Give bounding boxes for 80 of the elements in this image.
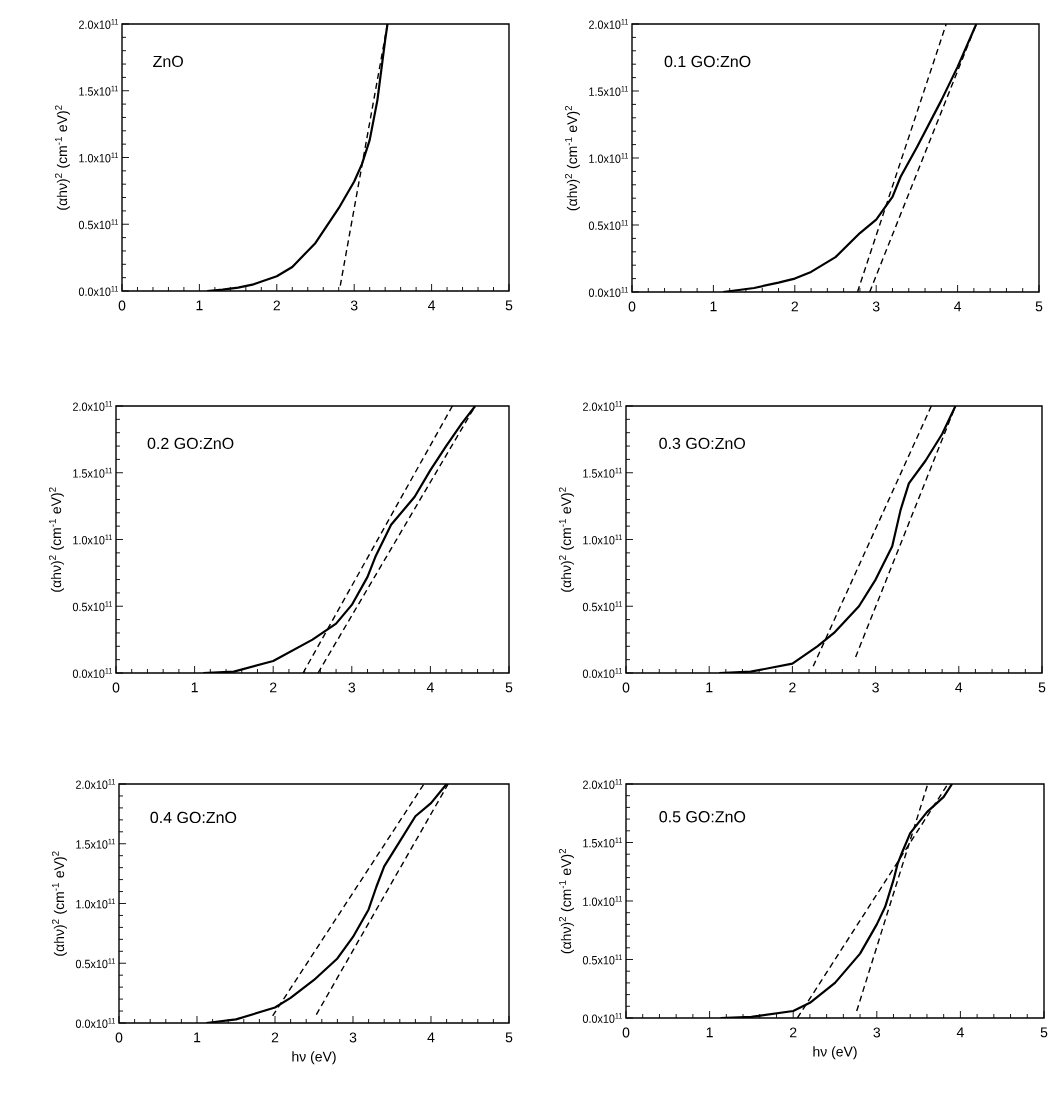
- y-axis-title: (αhν)$^{2}$ (cm$^{-1}$ eV)$^{2}$: [48, 487, 64, 592]
- y-tick-label: 2.0x10$^{11}$: [76, 779, 116, 789]
- x-tick-label: 1: [706, 682, 713, 693]
- y-tick-label: 1.0x10$^{11}$: [583, 896, 623, 906]
- y-tick-label: 0.0x10$^{11}$: [588, 287, 629, 297]
- y-tick-label: 0.0x10$^{11}$: [75, 1018, 116, 1028]
- x-tick-label: 2: [270, 682, 277, 693]
- x-tick-label: 4: [428, 300, 436, 311]
- y-tick-label: 2.0x10$^{11}$: [583, 401, 623, 411]
- x-tick-label: 2: [791, 301, 798, 312]
- x-tick-label: 4: [427, 1032, 435, 1043]
- x-tick-label: 1: [194, 1032, 201, 1043]
- x-tick-label: 3: [350, 300, 358, 311]
- x-tick-label: 5: [505, 1032, 513, 1043]
- x-tick-label: 4: [956, 1027, 964, 1038]
- x-tick-label: 2: [789, 682, 796, 693]
- y-tick-label: 0.5x10$^{11}$: [75, 958, 116, 969]
- x-tick-label: 5: [505, 682, 513, 693]
- y-axis-title: (αhν)$^{2}$ (cm$^{-1}$ eV)$^{2}$: [51, 851, 67, 956]
- y-tick-label: 0.5x10$^{11}$: [72, 601, 113, 612]
- x-tick-label: 3: [349, 1032, 357, 1043]
- x-tick-label: 1: [710, 301, 717, 312]
- y-tick-label: 1.0x10$^{11}$: [589, 153, 629, 163]
- y-tick-label: 2.0x10$^{11}$: [73, 401, 113, 411]
- y-tick-label: 2.0x10$^{11}$: [79, 19, 119, 29]
- x-tick-label: 4: [954, 301, 962, 312]
- y-tick-label: 0.0x10$^{11}$: [582, 1013, 623, 1023]
- x-tick-label: 5: [1035, 301, 1043, 312]
- y-tick-label: 0.0x10$^{11}$: [72, 668, 113, 678]
- y-axis-title: (αhν)$^{2}$ (cm$^{-1}$ eV)$^{2}$: [54, 105, 70, 210]
- y-axis-title: (αhν)$^{2}$ (cm$^{-1}$ eV)$^{2}$: [564, 105, 580, 211]
- x-tick-label: 1: [196, 300, 203, 311]
- x-tick-label: 0: [628, 301, 636, 312]
- x-axis-title: hν (eV): [292, 1051, 336, 1065]
- y-tick-label: 2.0x10$^{11}$: [589, 19, 629, 29]
- y-tick-label: 0.5x10$^{11}$: [78, 219, 119, 230]
- x-tick-label: 0: [622, 682, 630, 693]
- y-tick-label: 2.0x10$^{11}$: [583, 779, 623, 789]
- y-tick-label: 0.5x10$^{11}$: [582, 954, 623, 965]
- text: 0.1 GO:ZnO: [664, 55, 751, 68]
- y-tick-label: 1.0x10$^{11}$: [79, 152, 119, 163]
- y-tick-label: 1.5x10$^{11}$: [583, 467, 623, 478]
- y-tick-label: 0.0x10$^{11}$: [582, 668, 623, 678]
- y-tick-label: 1.5x10$^{11}$: [73, 467, 113, 478]
- y-tick-label: 1.5x10$^{11}$: [589, 86, 629, 96]
- y-tick-label: 0.5x10$^{11}$: [582, 601, 623, 612]
- y-tick-label: 0.0x10$^{11}$: [78, 286, 119, 296]
- y-tick-label: 1.5x10$^{11}$: [583, 837, 623, 848]
- y-axis-title: (αhν)$^{2}$ (cm$^{-1}$ eV)$^{2}$: [558, 848, 574, 954]
- x-tick-label: 2: [271, 1032, 279, 1043]
- x-tick-label: 0: [112, 682, 120, 693]
- y-tick-label: 1.5x10$^{11}$: [76, 838, 116, 849]
- x-tick-label: 0: [622, 1027, 630, 1038]
- x-tick-label: 5: [1038, 682, 1046, 693]
- x-tick-label: 4: [955, 682, 963, 693]
- text: 0.4 GO:ZnO: [150, 811, 237, 824]
- y-tick-label: 1.0x10$^{11}$: [583, 534, 623, 545]
- y-tick-label: 1.0x10$^{11}$: [73, 534, 113, 545]
- y-tick-label: 0.5x10$^{11}$: [588, 220, 629, 230]
- x-tick-label: 0: [118, 300, 126, 311]
- x-tick-label: 3: [872, 301, 880, 312]
- x-tick-label: 1: [706, 1027, 713, 1038]
- text: ZnO: [153, 55, 183, 68]
- text: 0.5 GO:ZnO: [659, 811, 746, 823]
- x-axis-title: hν (eV): [813, 1046, 857, 1060]
- x-tick-label: 0: [115, 1032, 123, 1043]
- x-tick-label: 2: [790, 1027, 797, 1038]
- y-tick-label: 1.5x10$^{11}$: [79, 85, 119, 96]
- y-tick-label: 1.0x10$^{11}$: [76, 898, 116, 909]
- x-tick-label: 2: [273, 300, 280, 311]
- x-tick-label: 5: [1040, 1027, 1048, 1038]
- text: 0.2 GO:ZnO: [147, 437, 234, 450]
- x-tick-label: 4: [426, 682, 434, 693]
- x-tick-label: 3: [872, 682, 879, 693]
- text: 0.3 GO:ZnO: [659, 437, 746, 450]
- x-tick-label: 5: [505, 300, 513, 311]
- y-axis-title: (αhν)$^{2}$ (cm$^{-1}$ eV)$^{2}$: [558, 487, 574, 592]
- x-tick-label: 1: [191, 682, 198, 693]
- x-tick-label: 3: [873, 1027, 881, 1038]
- x-tick-label: 3: [348, 682, 356, 693]
